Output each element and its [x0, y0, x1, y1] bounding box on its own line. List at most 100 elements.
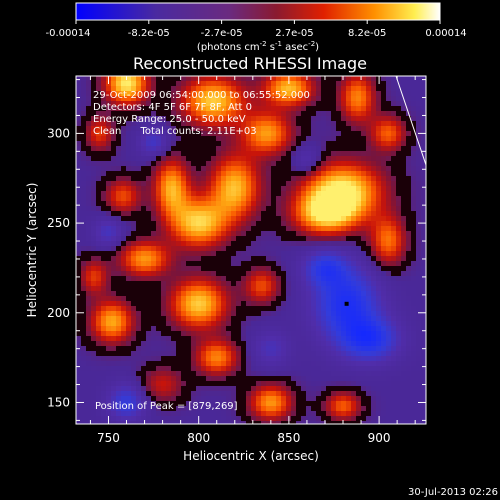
heatmap-cell [346, 151, 352, 157]
heatmap-cell [336, 346, 342, 352]
heatmap-cell [331, 91, 337, 97]
heatmap-cell [161, 96, 167, 102]
heatmap-cell [321, 101, 327, 107]
heatmap-cell [166, 281, 172, 287]
heatmap-cell [336, 226, 342, 232]
heatmap-cell [276, 381, 282, 387]
heatmap-cell [156, 151, 162, 157]
heatmap-cell [151, 411, 157, 417]
heatmap-cell [386, 116, 392, 122]
heatmap-cell [281, 211, 287, 217]
heatmap-cell [231, 401, 237, 407]
heatmap-cell [116, 396, 122, 402]
heatmap-cell [196, 196, 202, 202]
heatmap-cell [301, 121, 307, 127]
heatmap-cell [166, 176, 172, 182]
heatmap-cell [306, 301, 312, 307]
heatmap-cell [411, 401, 417, 407]
heatmap-cell [136, 146, 142, 152]
heatmap-cell [101, 176, 107, 182]
heatmap-cell [386, 416, 392, 422]
heatmap-cell [211, 301, 217, 307]
heatmap-cell [256, 156, 262, 162]
heatmap-cell [271, 291, 277, 297]
heatmap-cell [361, 421, 367, 424]
heatmap-cell [191, 301, 197, 307]
heatmap-cell [191, 216, 197, 222]
heatmap-cell [291, 306, 297, 312]
heatmap-cell [156, 296, 162, 302]
heatmap-cell [91, 76, 97, 82]
heatmap-cell [276, 126, 282, 132]
heatmap-cell [411, 346, 417, 352]
heatmap-cell [96, 366, 102, 372]
heatmap-cell [351, 191, 357, 197]
heatmap-cell [111, 381, 117, 387]
heatmap-cell [171, 181, 177, 187]
heatmap-cell [406, 251, 412, 257]
heatmap-cell [391, 276, 397, 282]
heatmap-cell [251, 211, 257, 217]
heatmap-cell [76, 266, 82, 272]
heatmap-cell [291, 241, 297, 247]
heatmap-cell [156, 186, 162, 192]
heatmap-cell [96, 351, 102, 357]
heatmap-cell [271, 256, 277, 262]
heatmap-cell [76, 111, 82, 117]
heatmap-cell [401, 136, 407, 142]
heatmap-cell [421, 231, 426, 237]
heatmap-cell [311, 191, 317, 197]
heatmap-cell [416, 166, 422, 172]
heatmap-cell [171, 116, 177, 122]
heatmap-cell [381, 266, 387, 272]
heatmap-cell [421, 261, 426, 267]
heatmap-cell [191, 111, 197, 117]
heatmap-cell [216, 336, 222, 342]
heatmap-cell [381, 186, 387, 192]
heatmap-cell [291, 116, 297, 122]
heatmap-cell [381, 406, 387, 412]
heatmap-cell [191, 336, 197, 342]
heatmap-cell [151, 266, 157, 272]
heatmap-cell [386, 271, 392, 277]
heatmap-cell [326, 171, 332, 177]
heatmap-cell [411, 286, 417, 292]
heatmap-cell [341, 166, 347, 172]
heatmap-cell [381, 86, 387, 92]
heatmap-cell [231, 126, 237, 132]
heatmap-cell [101, 136, 107, 142]
heatmap-cell [166, 371, 172, 377]
heatmap-cell [176, 156, 182, 162]
heatmap-cell [166, 111, 172, 117]
heatmap-cell [226, 106, 232, 112]
heatmap-cell [301, 81, 307, 87]
heatmap-cell [246, 416, 252, 422]
heatmap-cell [376, 111, 382, 117]
heatmap-cell [271, 386, 277, 392]
heatmap-cell [296, 101, 302, 107]
heatmap-cell [211, 146, 217, 152]
heatmap-cell [371, 401, 377, 407]
heatmap-cell [291, 246, 297, 252]
heatmap-cell [386, 156, 392, 162]
heatmap-cell [326, 191, 332, 197]
heatmap-cell [226, 286, 232, 292]
heatmap-cell [251, 186, 257, 192]
heatmap-cell [346, 321, 352, 327]
heatmap-cell [156, 341, 162, 347]
heatmap-cell [211, 126, 217, 132]
heatmap-cell [356, 146, 362, 152]
heatmap-cell [201, 266, 207, 272]
heatmap-cell [91, 181, 97, 187]
heatmap-cell [296, 401, 302, 407]
heatmap-cell [141, 386, 147, 392]
heatmap-cell [406, 371, 412, 377]
heatmap-cell [106, 116, 112, 122]
heatmap-cell [166, 361, 172, 367]
heatmap-cell [286, 86, 292, 92]
heatmap-cell [91, 366, 97, 372]
heatmap-cell [161, 146, 167, 152]
heatmap-cell [156, 116, 162, 122]
heatmap-cell [271, 161, 277, 167]
heatmap-cell [281, 146, 287, 152]
